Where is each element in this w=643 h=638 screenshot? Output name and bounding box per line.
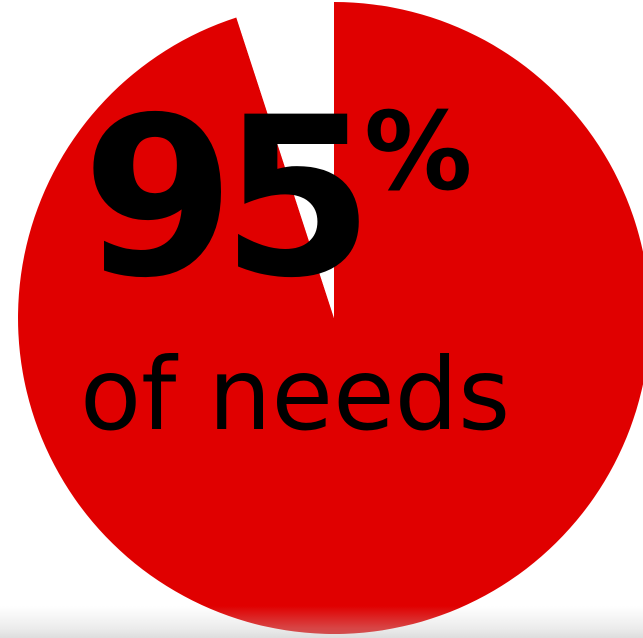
bottom-shadow — [0, 606, 643, 638]
pie-slice-needs — [18, 2, 643, 634]
value-unit: % — [364, 90, 473, 215]
chart-caption: of needs — [80, 336, 511, 453]
value-label: 95 % — [82, 78, 472, 318]
value-number: 95 — [82, 70, 374, 326]
pie-slice-gap-1 — [236, 2, 334, 318]
